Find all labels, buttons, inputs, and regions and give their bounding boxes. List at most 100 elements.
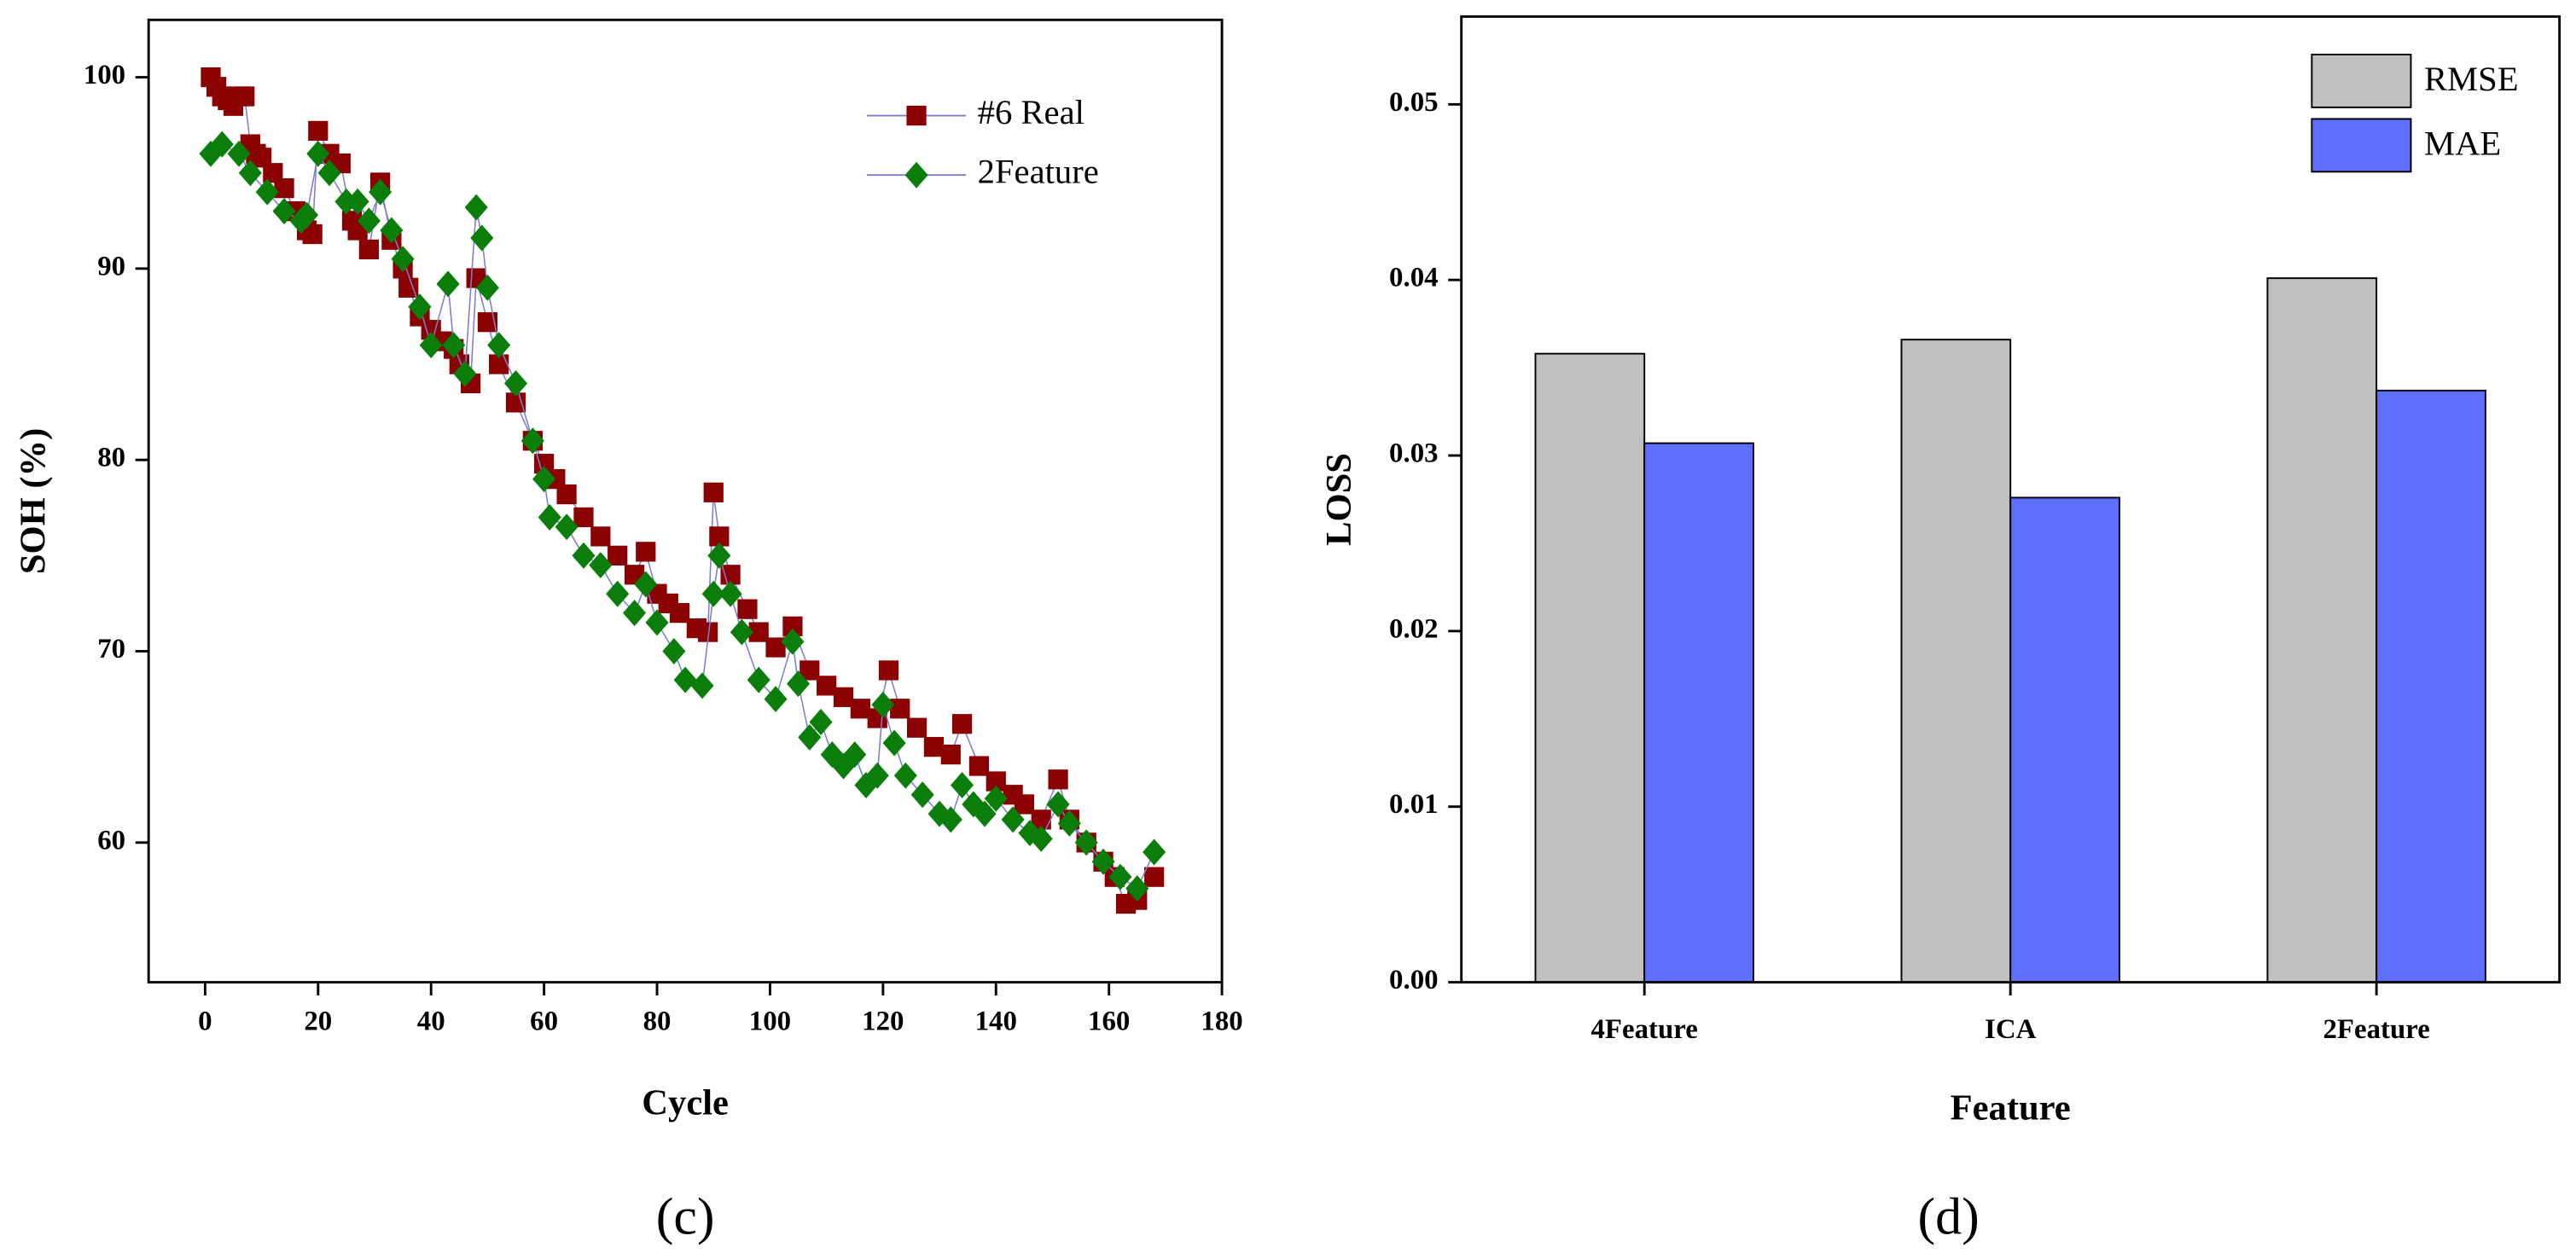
marker (606, 580, 630, 607)
marker (302, 223, 323, 245)
marker (572, 542, 596, 569)
marker (737, 599, 758, 619)
marker (251, 148, 272, 168)
marker (968, 756, 990, 776)
y-tick-label: 90 (97, 251, 125, 281)
marker (690, 672, 714, 699)
y-tick-label: 0.05 (1389, 87, 1439, 118)
marker (730, 618, 753, 646)
marker (358, 239, 379, 260)
bar (1900, 339, 2012, 983)
y-axis-label: LOSS (1319, 453, 1359, 546)
bar (2009, 496, 2120, 983)
legend-swatch (2311, 53, 2412, 108)
marker (255, 178, 279, 206)
marker (534, 454, 555, 474)
marker (357, 207, 381, 235)
marker (622, 600, 647, 627)
marker (1091, 848, 1115, 875)
marker (786, 670, 811, 698)
marker (1108, 863, 1132, 890)
y-tick-label: 0.04 (1389, 263, 1439, 293)
marker (227, 140, 251, 167)
marker (906, 717, 927, 738)
x-tick-label: 2Feature (2323, 1014, 2429, 1045)
marker (419, 332, 443, 359)
marker (878, 660, 899, 681)
x-tick-label: 80 (643, 1006, 672, 1036)
marker (850, 699, 870, 719)
marker (634, 571, 658, 598)
y-tick-label: 80 (97, 443, 125, 473)
marker (709, 526, 730, 547)
legend-label: 2Feature (978, 153, 1099, 191)
marker (669, 603, 690, 624)
bar (2266, 277, 2378, 983)
marker (263, 163, 283, 183)
marker (833, 687, 854, 707)
x-tick-label: 180 (1201, 1006, 1242, 1036)
marker (464, 194, 488, 221)
x-tick-label: 140 (975, 1006, 1017, 1036)
x-axis-label: Feature (1951, 1088, 2071, 1128)
legend-swatch (2311, 118, 2412, 173)
marker (764, 686, 788, 713)
marker (645, 609, 669, 636)
y-tick-label: 60 (97, 825, 125, 856)
y-tick-label: 100 (84, 60, 125, 90)
x-tick-label: 4Feature (1591, 1014, 1698, 1045)
marker (882, 729, 906, 757)
marker (1046, 791, 1070, 818)
marker (453, 360, 477, 387)
marker (235, 86, 255, 107)
marker (940, 745, 961, 765)
marker (910, 781, 934, 809)
x-tick-label: 100 (749, 1006, 791, 1036)
x-axis-label: Cycle (642, 1082, 729, 1122)
marker (701, 580, 725, 607)
marker (380, 217, 404, 244)
marker (556, 484, 577, 505)
marker (520, 427, 544, 455)
marker (923, 737, 945, 757)
legend-label: MAE (2424, 125, 2501, 163)
y-tick-label: 0.01 (1389, 789, 1439, 820)
bar (1643, 442, 1754, 983)
marker (831, 752, 856, 780)
marker (317, 160, 341, 187)
marker (308, 120, 329, 142)
marker (573, 507, 594, 528)
marker (1143, 838, 1166, 866)
marker (477, 312, 498, 333)
series-line (210, 143, 1155, 890)
marker (1144, 867, 1165, 887)
marker (950, 772, 974, 798)
caption: (d) (1918, 1187, 1980, 1245)
y-tick-label: 0.03 (1389, 438, 1439, 469)
marker (718, 580, 742, 607)
marker (391, 246, 415, 273)
legend-label: RMSE (2424, 60, 2519, 98)
marker (1014, 794, 1034, 815)
marker (817, 676, 837, 696)
marker (238, 160, 262, 187)
marker (871, 691, 895, 718)
x-tick-label: 160 (1088, 1006, 1130, 1036)
marker (369, 178, 393, 206)
y-axis-label: SOH (%) (13, 428, 53, 574)
marker (951, 714, 973, 734)
marker (408, 293, 432, 321)
marker (306, 140, 330, 167)
y-tick-label: 0.02 (1389, 613, 1439, 644)
y-tick-label: 0.00 (1389, 965, 1439, 995)
marker (436, 270, 460, 298)
x-tick-label: 20 (304, 1006, 332, 1036)
marker (698, 622, 718, 642)
marker (707, 542, 731, 569)
marker (865, 762, 889, 789)
marker (274, 178, 294, 199)
bar (2375, 389, 2486, 983)
caption: (c) (656, 1187, 715, 1245)
y-tick-label: 70 (97, 634, 125, 664)
